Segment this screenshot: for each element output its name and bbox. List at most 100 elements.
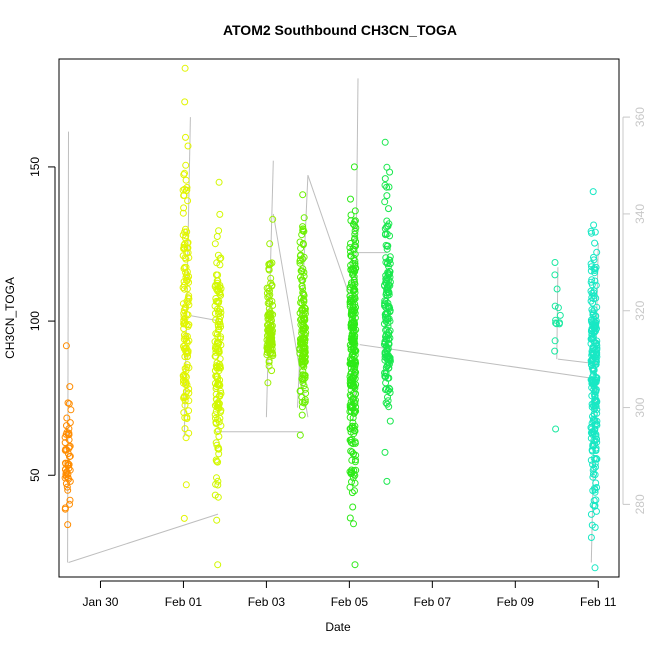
data-point [347, 359, 355, 367]
data-point [301, 374, 309, 382]
data-point [298, 358, 306, 366]
data-point [269, 215, 277, 223]
data-point [346, 283, 354, 291]
data-point [592, 323, 600, 331]
data-point [551, 259, 559, 266]
data-point [61, 504, 69, 512]
data-point [66, 500, 73, 508]
data-point [381, 301, 389, 309]
data-point [592, 455, 600, 462]
data-point [588, 294, 596, 302]
data-point [590, 253, 597, 261]
data-point [588, 357, 596, 365]
data-point [349, 310, 356, 318]
data-point [385, 340, 393, 348]
data-point [183, 184, 191, 191]
data-point [213, 428, 221, 436]
data-point [551, 302, 559, 310]
data-point [181, 401, 189, 409]
data-point [383, 400, 391, 408]
data-point [588, 229, 595, 237]
data-point [180, 306, 188, 314]
data-point [180, 325, 188, 333]
y2-axis: 280 300 320 340 360 [622, 107, 647, 514]
data-point [265, 328, 273, 335]
data-point [181, 64, 189, 72]
data-point [591, 486, 599, 494]
data-point [299, 376, 307, 384]
data-point [296, 387, 304, 395]
data-point [382, 317, 390, 325]
data-point [215, 450, 223, 458]
data-point [215, 364, 223, 372]
data-point [351, 364, 359, 372]
data-point [351, 260, 359, 268]
data-point [299, 191, 307, 199]
data-point [215, 433, 223, 440]
data-point [352, 407, 360, 415]
data-point [297, 321, 305, 329]
data-point [183, 363, 191, 371]
data-point [592, 430, 600, 438]
data-point [298, 398, 306, 406]
data-point [352, 347, 360, 355]
data-point [347, 447, 355, 455]
data-point [298, 411, 306, 419]
data-point [215, 367, 223, 375]
data-point [266, 291, 274, 299]
data-point [61, 439, 69, 447]
data-point [213, 474, 220, 482]
data-point [214, 481, 222, 489]
data-point [592, 349, 600, 357]
data-point [381, 198, 389, 206]
data-point [181, 397, 189, 405]
data-point [590, 221, 598, 229]
chart-title: ATOM2 Southbound CH3CN_TOGA [223, 22, 457, 38]
data-point [350, 520, 357, 528]
data-point [179, 372, 187, 380]
data-point [299, 276, 307, 284]
data-point [381, 372, 389, 380]
data-point [383, 351, 391, 359]
data-point [67, 406, 75, 414]
data-point [592, 479, 600, 487]
data-point [299, 255, 307, 263]
data-point [351, 278, 358, 286]
data-point [593, 397, 601, 405]
data-point [351, 487, 358, 495]
data-point [385, 328, 392, 336]
data-point [385, 256, 393, 264]
data-point [552, 425, 560, 433]
data-point [183, 353, 191, 361]
data-point [591, 523, 599, 531]
data-point [184, 349, 192, 357]
data-point [349, 414, 357, 422]
data-point [184, 239, 192, 247]
data-point [384, 315, 392, 323]
y2-tick-label: 320 [633, 300, 647, 320]
data-point [587, 510, 595, 518]
data-point [590, 390, 598, 397]
data-point [213, 516, 221, 524]
data-point [212, 295, 220, 302]
data-point [384, 222, 392, 230]
data-point [351, 306, 359, 314]
data-point [296, 238, 304, 246]
data-point [181, 98, 189, 106]
data-point [386, 417, 394, 425]
data-point [184, 298, 192, 306]
data-point [64, 459, 72, 467]
data-point [64, 486, 72, 494]
data-point [266, 240, 274, 248]
data-point [590, 287, 598, 295]
data-point [588, 419, 596, 427]
data-point [185, 407, 193, 415]
data-point [556, 311, 564, 319]
y-axis: 50 100 150 [28, 157, 56, 482]
data-point [301, 357, 309, 365]
data-point [267, 336, 275, 344]
data-point [591, 437, 599, 445]
data-point [590, 306, 598, 314]
data-point [268, 367, 276, 375]
data-point [593, 346, 601, 354]
